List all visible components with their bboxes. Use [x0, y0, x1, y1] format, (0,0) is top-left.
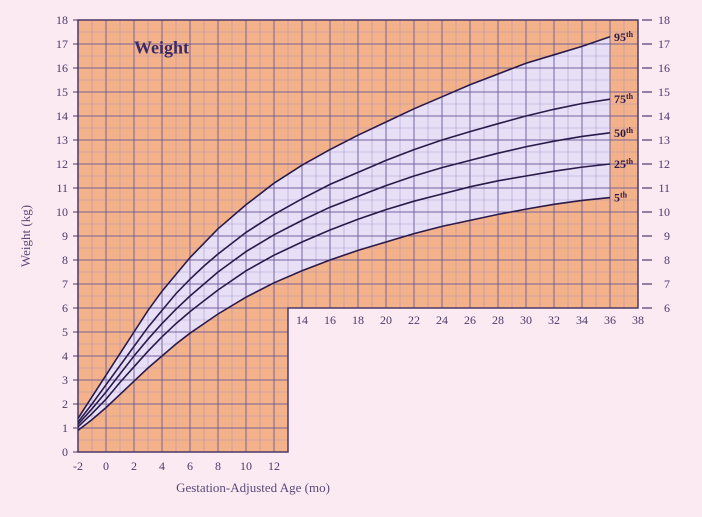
y-left-tick: 18 [56, 13, 68, 27]
y-right-tick: 16 [658, 61, 670, 75]
y-left-tick: 6 [62, 301, 68, 315]
y-right-tick: 15 [658, 85, 670, 99]
y-right-tick: 11 [658, 181, 670, 195]
x-top-tick: 36 [604, 313, 616, 327]
y-right-tick: 10 [658, 205, 670, 219]
y-axis-label: Weight (kg) [18, 205, 33, 267]
x-top-tick: 34 [576, 313, 588, 327]
y-left-tick: 15 [56, 85, 68, 99]
x-top-tick: 32 [548, 313, 560, 327]
x-bottom-tick: 6 [187, 459, 193, 473]
y-left-tick: 14 [56, 109, 68, 123]
y-right-tick: 17 [658, 37, 670, 51]
x-bottom-tick: 0 [103, 459, 109, 473]
x-bottom-tick: -2 [73, 459, 83, 473]
x-top-tick: 38 [632, 313, 644, 327]
x-bottom-tick: 8 [215, 459, 221, 473]
x-top-tick: 28 [492, 313, 504, 327]
y-left-tick: 5 [62, 325, 68, 339]
y-right-tick: 8 [664, 253, 670, 267]
y-right-tick: 13 [658, 133, 670, 147]
y-left-tick: 13 [56, 133, 68, 147]
y-left-tick: 1 [62, 421, 68, 435]
growth-chart: 0123456789101112131415161718678910111213… [0, 0, 702, 517]
y-right-tick: 18 [658, 13, 670, 27]
y-left-tick: 2 [62, 397, 68, 411]
y-right-tick: 9 [664, 229, 670, 243]
y-left-tick: 3 [62, 373, 68, 387]
x-axis-label: Gestation-Adjusted Age (mo) [176, 480, 330, 495]
y-right-tick: 12 [658, 157, 670, 171]
y-right-tick: 7 [664, 277, 670, 291]
y-left-tick: 17 [56, 37, 68, 51]
x-bottom-tick: 10 [240, 459, 252, 473]
x-bottom-tick: 12 [268, 459, 280, 473]
x-top-tick: 18 [352, 313, 364, 327]
y-right-tick: 14 [658, 109, 670, 123]
x-top-tick: 24 [436, 313, 448, 327]
x-top-tick: 20 [380, 313, 392, 327]
chart-title: Weight [134, 38, 189, 58]
y-left-tick: 8 [62, 253, 68, 267]
x-bottom-tick: 2 [131, 459, 137, 473]
y-left-tick: 12 [56, 157, 68, 171]
y-left-tick: 4 [62, 349, 68, 363]
y-left-tick: 7 [62, 277, 68, 291]
y-left-tick: 11 [56, 181, 68, 195]
x-top-tick: 26 [464, 313, 476, 327]
x-bottom-tick: 4 [159, 459, 165, 473]
y-left-tick: 9 [62, 229, 68, 243]
y-left-tick: 0 [62, 445, 68, 459]
x-top-tick: 14 [296, 313, 308, 327]
x-top-tick: 30 [520, 313, 532, 327]
x-top-tick: 22 [408, 313, 420, 327]
x-top-tick: 16 [324, 313, 336, 327]
y-left-tick: 10 [56, 205, 68, 219]
y-right-tick: 6 [664, 301, 670, 315]
y-left-tick: 16 [56, 61, 68, 75]
